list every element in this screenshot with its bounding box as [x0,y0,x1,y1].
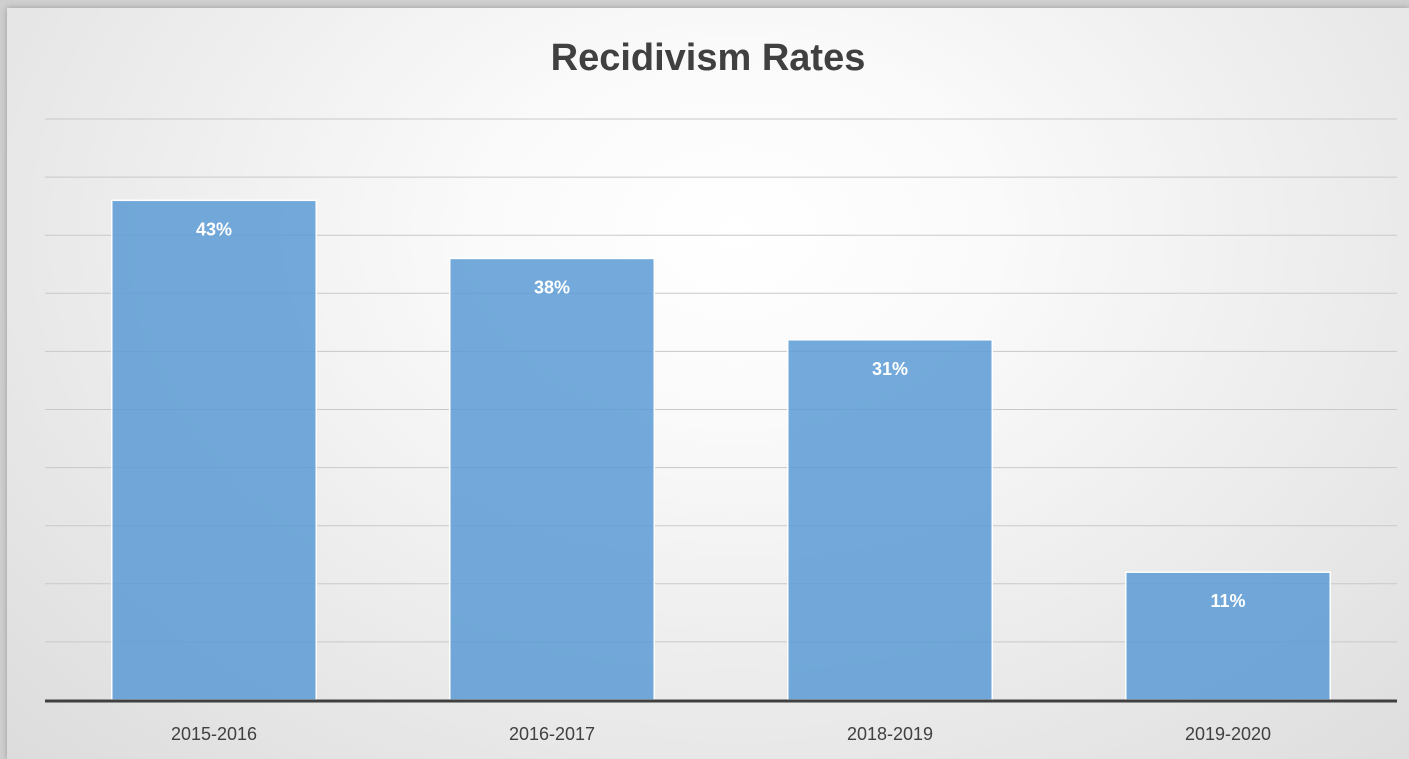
category-label: 2016-2017 [509,724,595,744]
category-labels: 2015-2016 2016-2017 2018-2019 2019-2020 [171,724,1271,744]
bar-2019-2020 [1125,571,1331,701]
bars [111,199,1331,701]
bar-chart: Recidivism Rates 43%38%31%11% 2015-2016 2… [45,37,1397,744]
data-label: 31% [872,359,908,379]
data-label: 38% [534,277,570,297]
data-label: 11% [1210,591,1245,611]
category-label: 2015-2016 [171,724,257,744]
bar-2016-2017 [449,257,655,701]
bar-2015-2016 [111,199,317,701]
chart-title: Recidivism Rates [551,37,866,79]
category-label: 2018-2019 [847,724,933,744]
data-labels: 43% 38% 31% 11% [196,219,1246,611]
bar-2018-2019 [787,339,993,701]
category-label: 2019-2020 [1185,724,1271,744]
data-label: 43% [196,219,232,239]
chart-area: Recidivism Rates 43% 38% 31% 11% 2015-2016 2… [7,8,1409,759]
